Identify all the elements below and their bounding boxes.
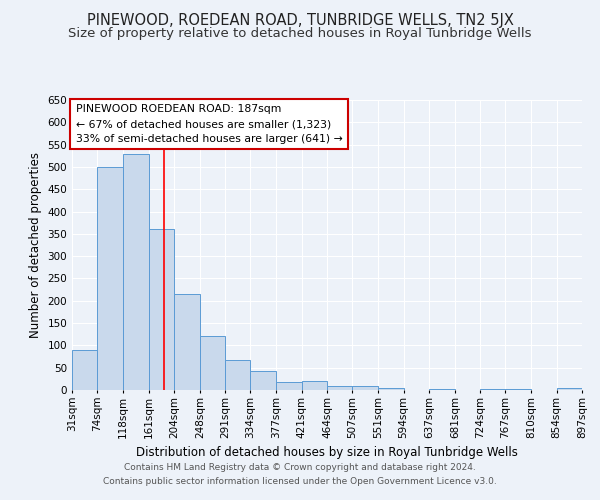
Bar — [480, 389, 505, 390]
Bar — [225, 360, 250, 390]
Bar — [429, 389, 455, 390]
Text: PINEWOOD, ROEDEAN ROAD, TUNBRIDGE WELLS, TN2 5JX: PINEWOOD, ROEDEAN ROAD, TUNBRIDGE WELLS,… — [86, 12, 514, 28]
Bar — [557, 388, 582, 390]
Bar — [72, 350, 97, 390]
Bar — [123, 154, 149, 390]
Bar — [174, 294, 200, 390]
X-axis label: Distribution of detached houses by size in Royal Tunbridge Wells: Distribution of detached houses by size … — [136, 446, 518, 459]
Y-axis label: Number of detached properties: Number of detached properties — [29, 152, 42, 338]
Bar — [302, 381, 327, 390]
Bar — [378, 388, 404, 390]
Bar — [505, 389, 531, 390]
Bar — [352, 386, 378, 390]
Bar — [97, 167, 123, 390]
Text: Contains public sector information licensed under the Open Government Licence v3: Contains public sector information licen… — [103, 477, 497, 486]
Bar — [327, 386, 352, 390]
Bar — [200, 336, 225, 390]
Bar — [149, 230, 174, 390]
Text: Contains HM Land Registry data © Crown copyright and database right 2024.: Contains HM Land Registry data © Crown c… — [124, 464, 476, 472]
Text: Size of property relative to detached houses in Royal Tunbridge Wells: Size of property relative to detached ho… — [68, 28, 532, 40]
Bar — [276, 382, 302, 390]
Bar — [250, 372, 276, 390]
Text: PINEWOOD ROEDEAN ROAD: 187sqm
← 67% of detached houses are smaller (1,323)
33% o: PINEWOOD ROEDEAN ROAD: 187sqm ← 67% of d… — [76, 104, 342, 144]
